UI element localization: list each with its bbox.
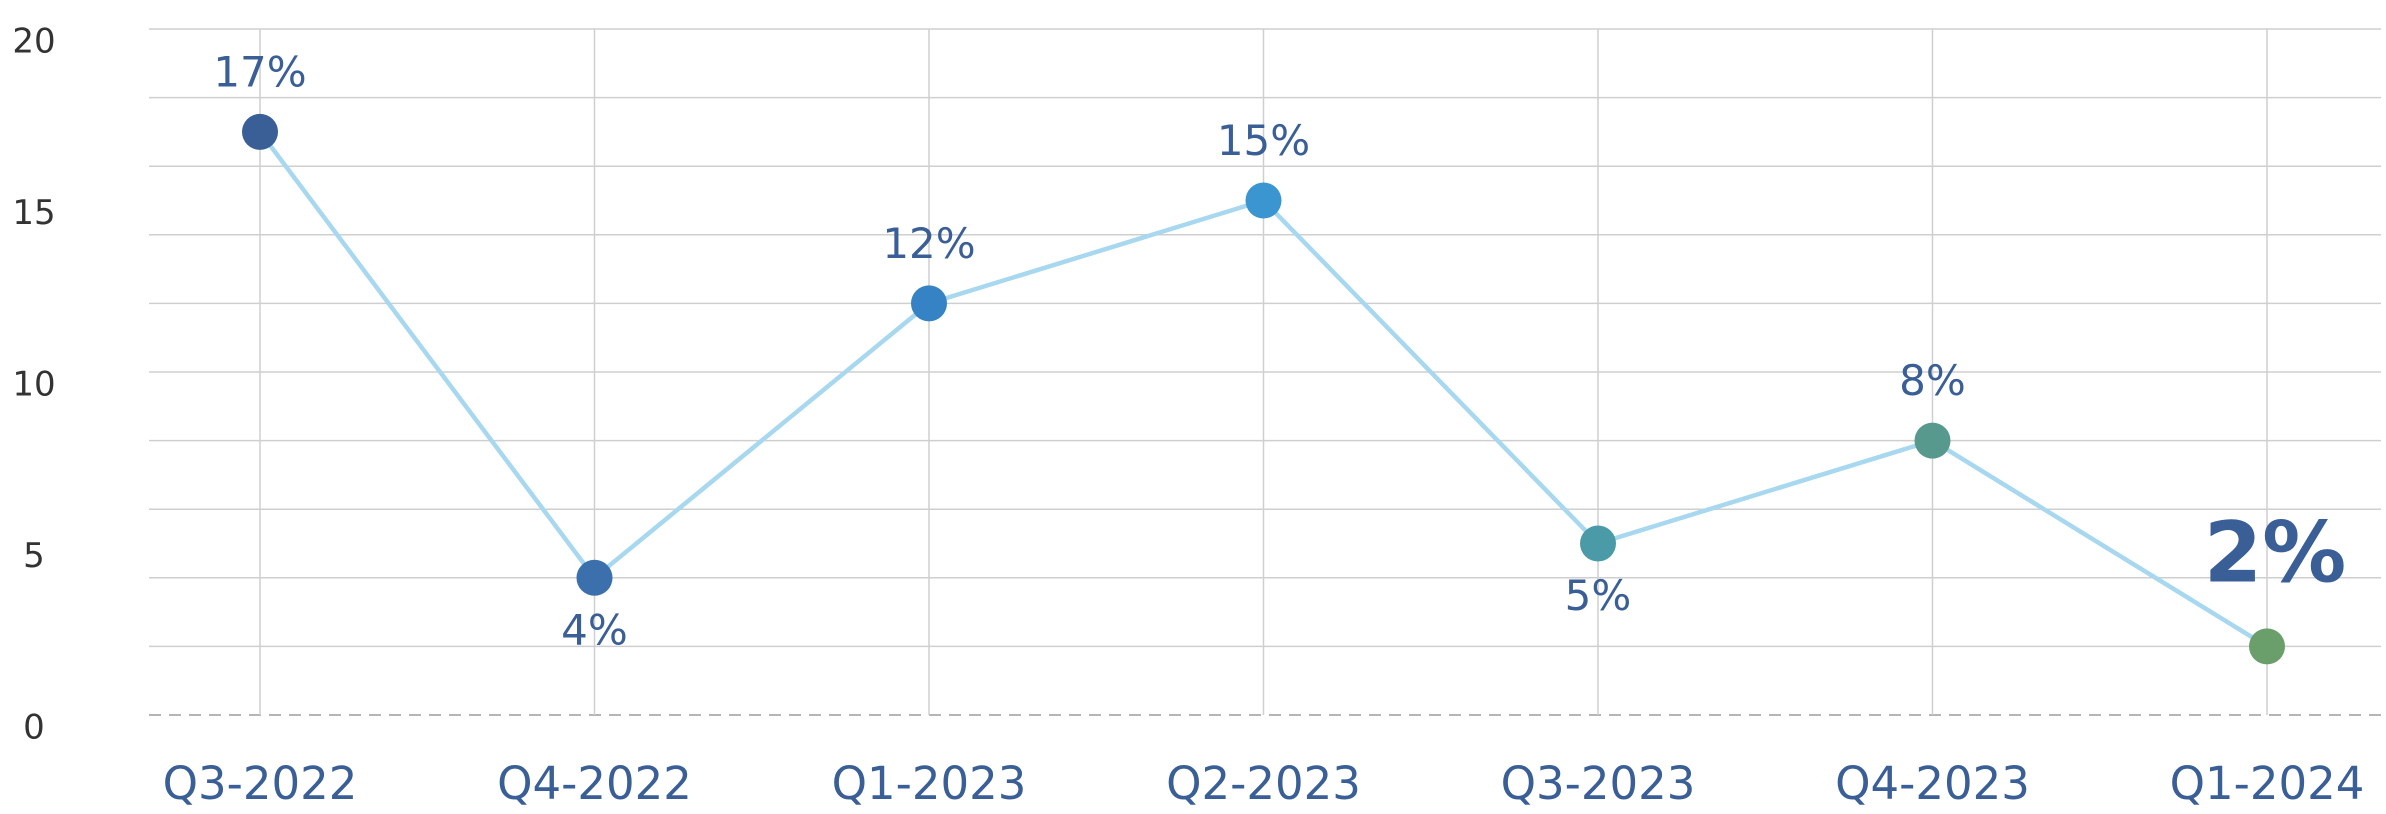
- x-tick-label: Q1-2023: [832, 757, 1027, 810]
- y-tick-label: 20: [12, 22, 55, 62]
- x-tick-label: Q4-2022: [497, 757, 692, 810]
- x-tick-label: Q3-2022: [163, 757, 358, 810]
- point: [1580, 525, 1616, 562]
- data-label: 17%: [213, 47, 306, 96]
- point: [2249, 628, 2285, 665]
- x-tick-label: Q2-2023: [1166, 757, 1361, 810]
- x-tick-label: Q1-2024: [2170, 757, 2365, 810]
- data-label: 15%: [1217, 116, 1310, 165]
- point: [1914, 422, 1951, 459]
- y-tick-label: 10: [12, 365, 55, 405]
- x-tick-label: Q3-2023: [1501, 757, 1696, 810]
- x-tick-label: Q4-2023: [1835, 757, 2030, 810]
- data-label: 5%: [1565, 571, 1632, 620]
- point: [1245, 182, 1282, 219]
- point: [576, 559, 613, 596]
- data-label: 8%: [1899, 356, 1966, 405]
- y-tick-label: 0: [23, 708, 45, 748]
- data-label: 4%: [561, 605, 628, 654]
- y-tick-label: 15: [12, 193, 55, 233]
- y-tick-label: 5: [23, 536, 45, 576]
- data-label: 12%: [882, 219, 975, 268]
- point: [242, 113, 278, 150]
- data-label: 2%: [2204, 503, 2347, 601]
- point: [911, 285, 947, 322]
